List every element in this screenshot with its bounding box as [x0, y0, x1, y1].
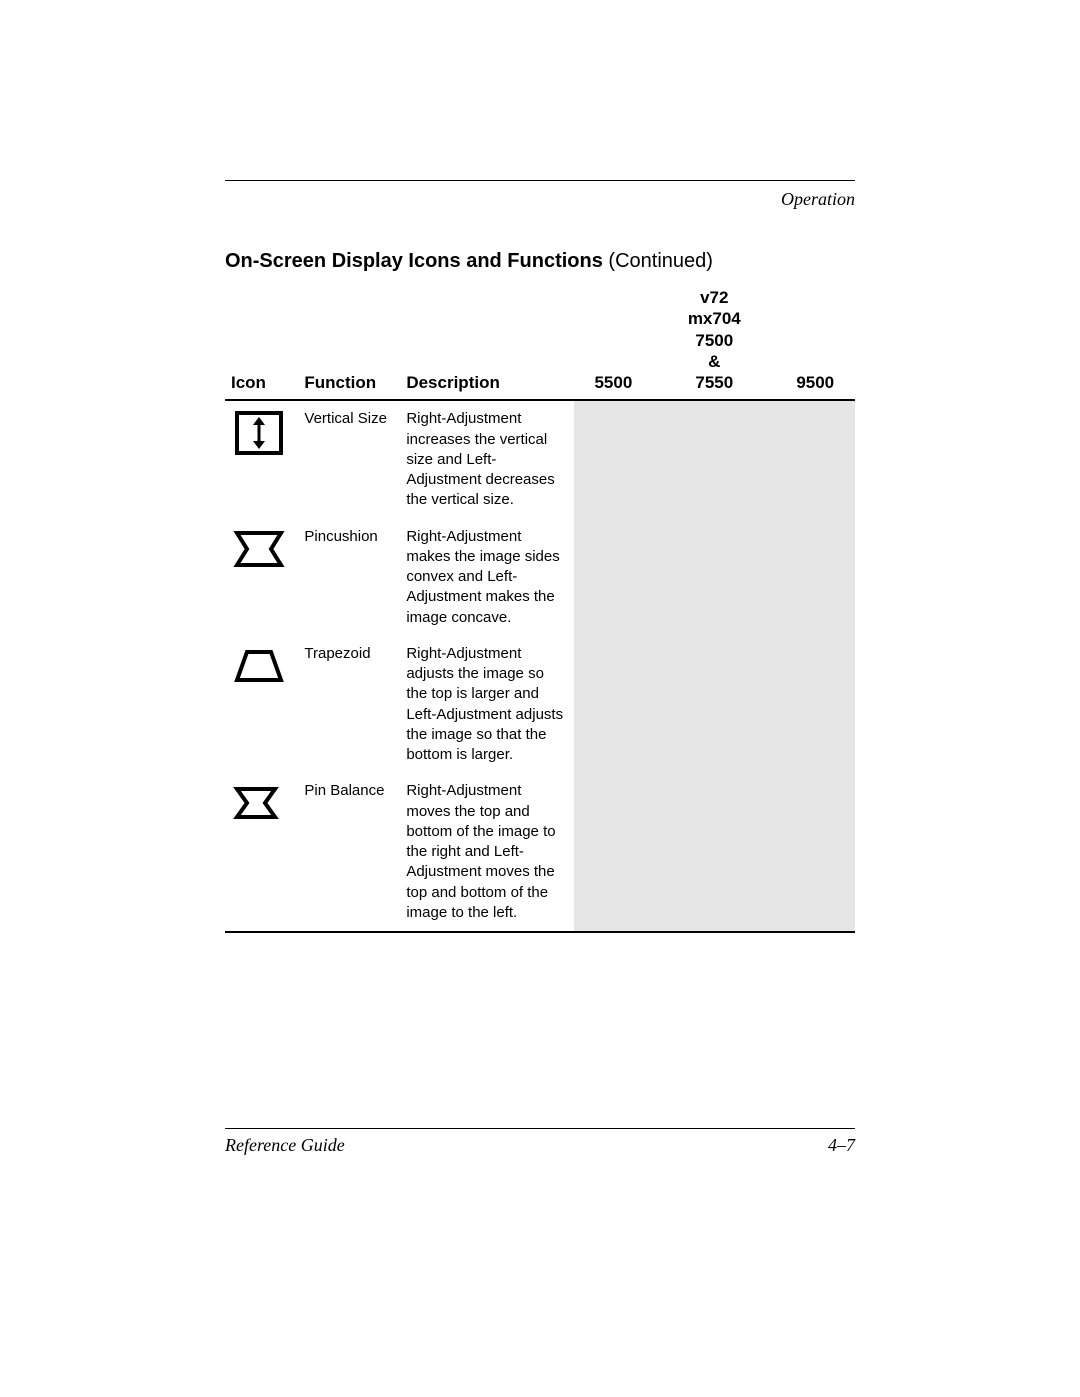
footer-left: Reference Guide: [225, 1135, 345, 1156]
table-row: Pin Balance Right-Adjustment moves the t…: [225, 773, 855, 932]
page-body: Operation On-Screen Display Icons and Fu…: [225, 180, 855, 933]
col-description-header: Description: [400, 283, 573, 400]
cell-7550: [653, 400, 775, 518]
cell-9500: [775, 519, 855, 636]
table-row: Vertical Size Right-Adjustment increases…: [225, 400, 855, 518]
col-9500-header: 9500: [775, 283, 855, 400]
cell-5500: [574, 773, 654, 932]
header-rule: [225, 180, 855, 181]
description-cell: Right-Adjustment makes the image sides c…: [400, 519, 573, 636]
icon-cell: [225, 773, 298, 932]
table-header-row: Icon Function Description 5500 v72 mx704…: [225, 283, 855, 400]
page-footer: Reference Guide 4–7: [225, 1128, 855, 1156]
pin-balance-icon: [231, 781, 287, 825]
cell-9500: [775, 636, 855, 774]
description-cell: Right-Adjustment adjusts the image so th…: [400, 636, 573, 774]
trapezoid-icon: [231, 644, 287, 688]
icon-cell: [225, 400, 298, 518]
col-icon-header: Icon: [225, 283, 298, 400]
icon-cell: [225, 636, 298, 774]
function-cell: Pin Balance: [298, 773, 400, 932]
pincushion-icon: [231, 527, 287, 571]
function-cell: Vertical Size: [298, 400, 400, 518]
cell-9500: [775, 400, 855, 518]
description-cell: Right-Adjustment increases the vertical …: [400, 400, 573, 518]
cell-5500: [574, 400, 654, 518]
table-title-suffix: (Continued): [603, 250, 713, 272]
cell-9500: [775, 773, 855, 932]
cell-7550: [653, 773, 775, 932]
table-row: Trapezoid Right-Adjustment adjusts the i…: [225, 636, 855, 774]
cell-7550: [653, 636, 775, 774]
cell-7550: [653, 519, 775, 636]
header-section: Operation: [225, 189, 855, 210]
vertical-size-icon: [231, 409, 287, 457]
table-title: On-Screen Display Icons and Functions (C…: [225, 250, 855, 273]
col-7550-header: v72 mx704 7500 & 7550: [653, 283, 775, 400]
cell-5500: [574, 636, 654, 774]
function-cell: Pincushion: [298, 519, 400, 636]
table-title-main: On-Screen Display Icons and Functions: [225, 250, 603, 272]
table-row: Pincushion Right-Adjustment makes the im…: [225, 519, 855, 636]
footer-right: 4–7: [828, 1135, 855, 1156]
function-cell: Trapezoid: [298, 636, 400, 774]
osd-table: Icon Function Description 5500 v72 mx704…: [225, 283, 855, 933]
footer-rule: [225, 1128, 855, 1129]
icon-cell: [225, 519, 298, 636]
col-function-header: Function: [298, 283, 400, 400]
col-5500-header: 5500: [574, 283, 654, 400]
cell-5500: [574, 519, 654, 636]
description-cell: Right-Adjustment moves the top and botto…: [400, 773, 573, 932]
